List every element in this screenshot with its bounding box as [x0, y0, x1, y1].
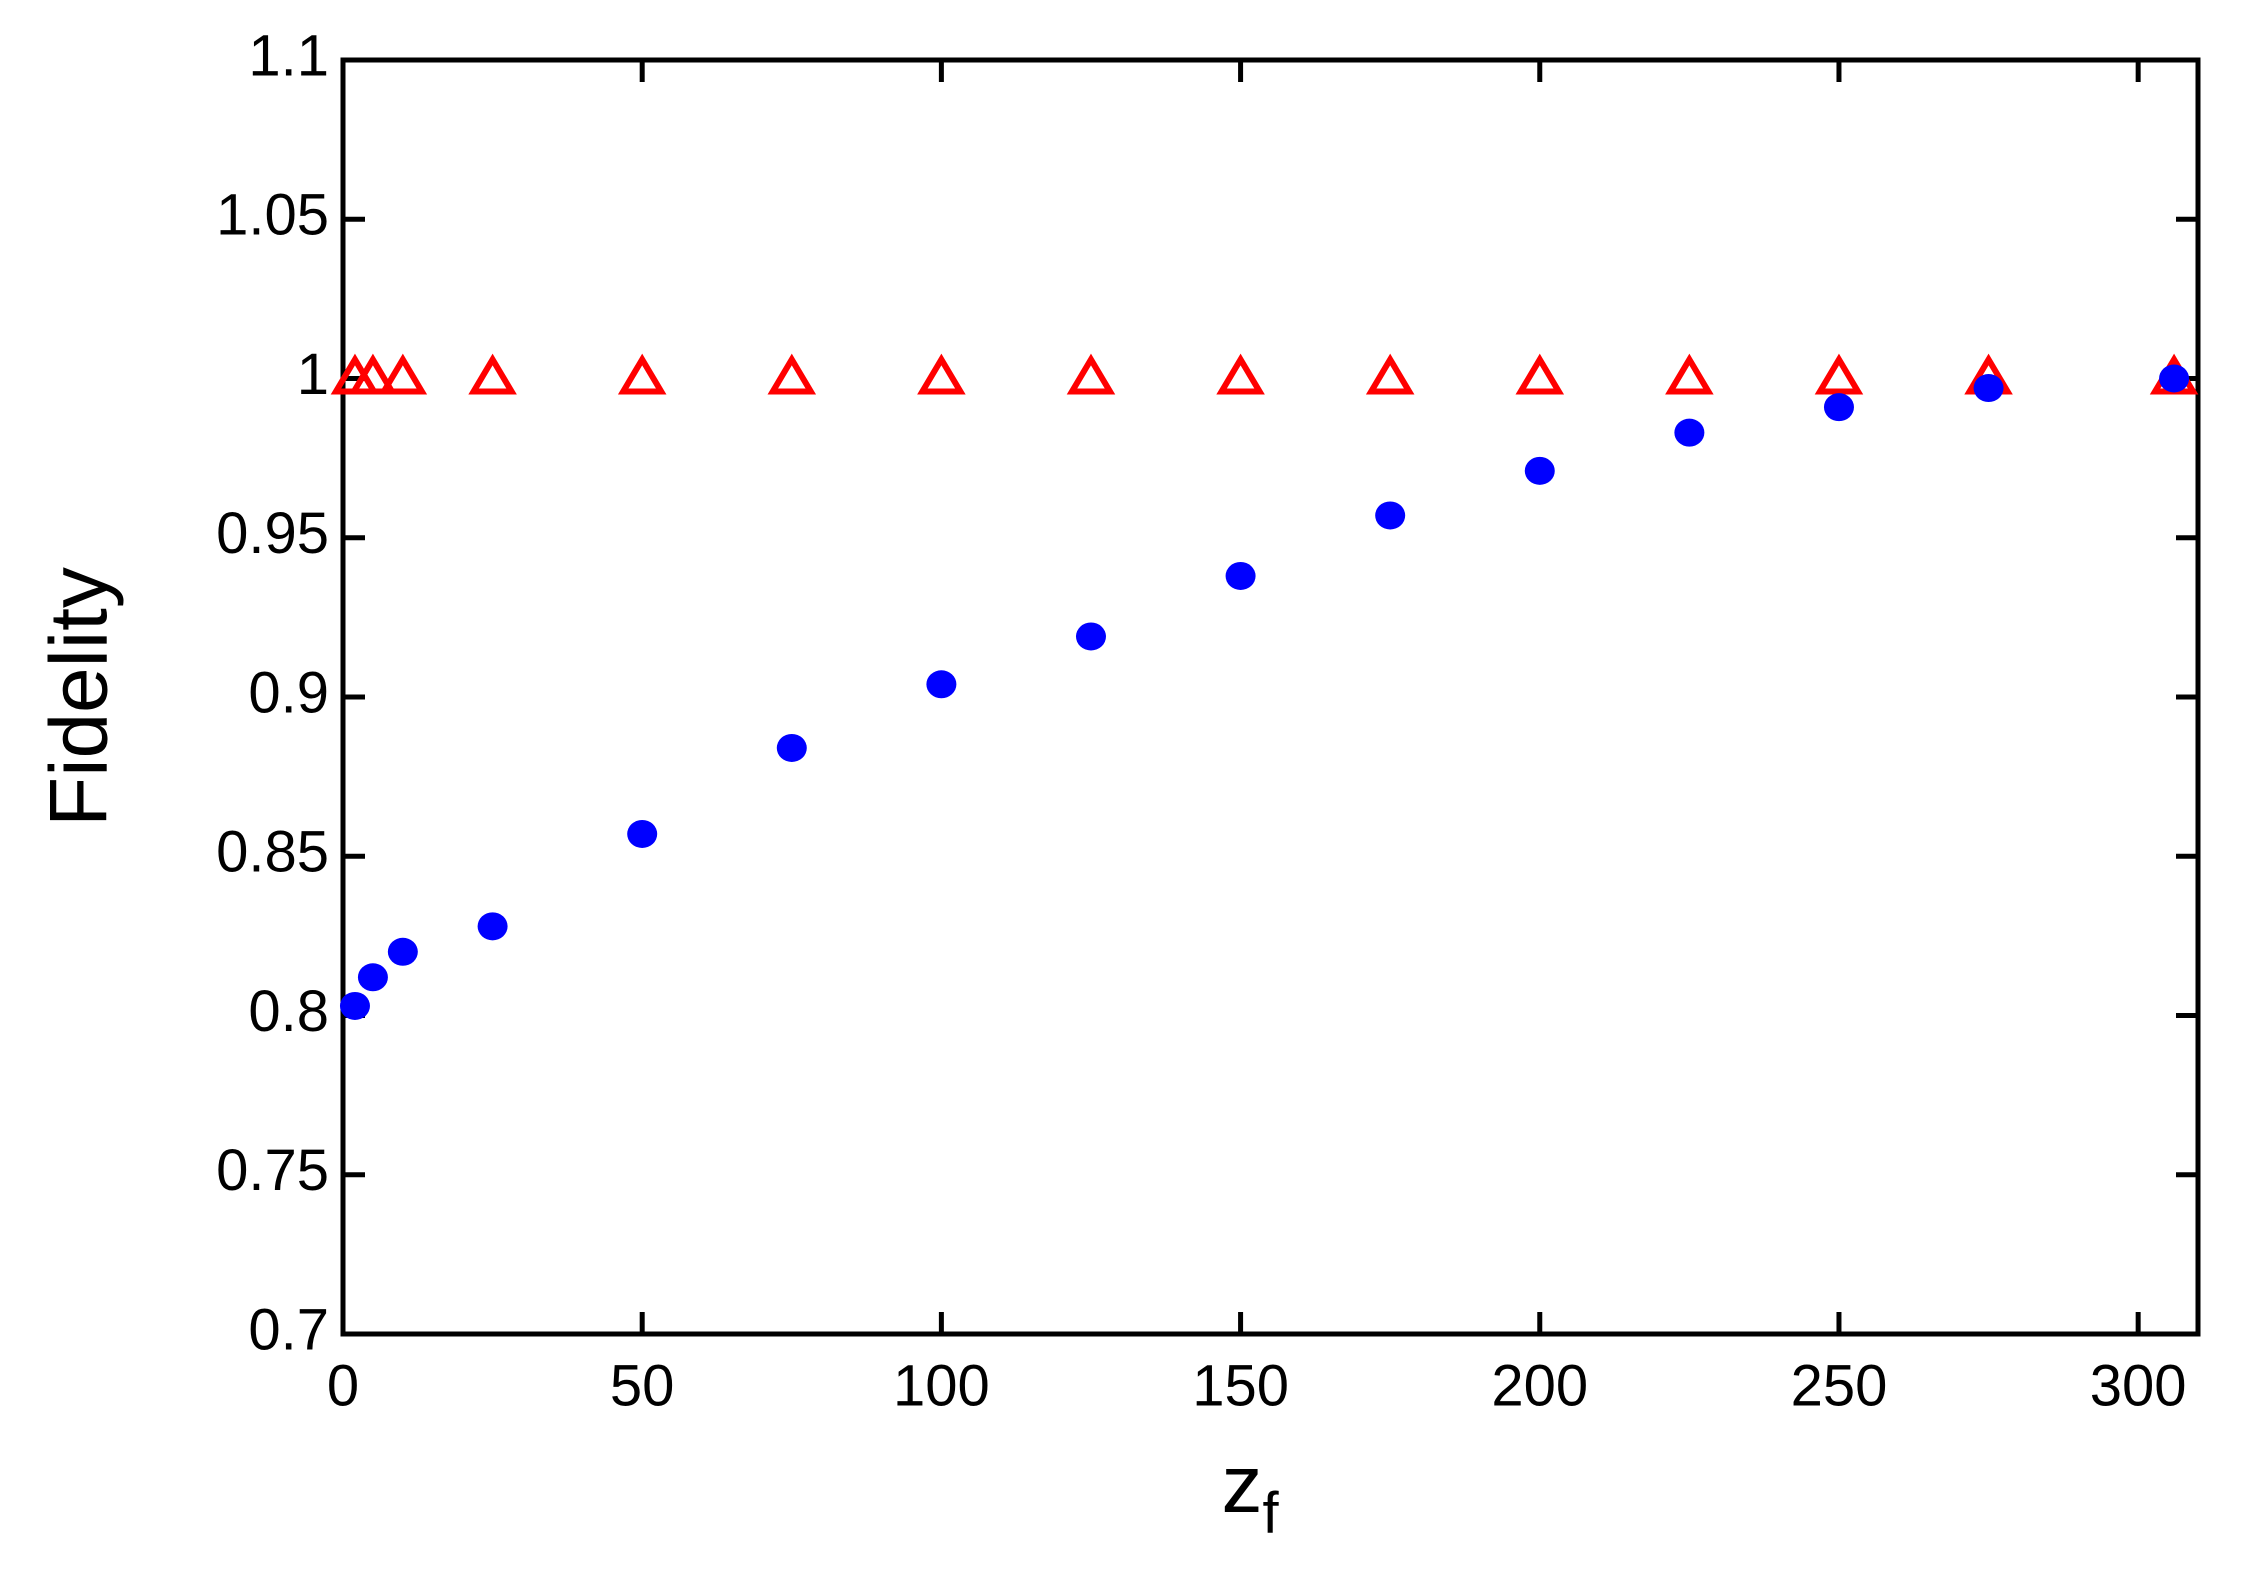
data-point: [767, 353, 817, 395]
y-tick-label: 1.1: [248, 23, 329, 88]
data-point: [357, 963, 388, 992]
data-point: [378, 353, 428, 395]
y-axis-label: Fidelity: [34, 567, 125, 827]
y-tick-label: 0.9: [248, 660, 329, 725]
data-point: [917, 353, 966, 395]
x-tick-label: 300: [2090, 1353, 2187, 1418]
data-point: [1823, 393, 1854, 422]
data-point: [1216, 353, 1265, 395]
x-axis-label: zf: [1221, 1439, 1279, 1547]
y-tick-label: 0.7: [248, 1297, 329, 1362]
x-tick-label: 250: [1791, 1353, 1888, 1418]
y-tick-label: 0.8: [248, 979, 329, 1044]
x-tick-label: 100: [893, 1353, 990, 1418]
x-tick-label: 150: [1192, 1353, 1289, 1418]
data-point: [617, 353, 667, 395]
y-tick-label: 1.05: [216, 183, 329, 248]
data-point: [477, 912, 508, 941]
data-point: [1524, 456, 1555, 485]
data-point: [1066, 353, 1116, 395]
data-point: [348, 353, 398, 395]
x-tick-label: 200: [1491, 1353, 1588, 1418]
data-point: [387, 937, 418, 966]
data-point: [1225, 561, 1256, 590]
x-tick-label: 0: [327, 1353, 359, 1418]
data-point: [1075, 622, 1106, 651]
y-tick-label: 0.85: [216, 820, 329, 885]
x-tick-label: 50: [610, 1353, 675, 1418]
data-point: [339, 991, 370, 1020]
data-point: [776, 733, 807, 762]
data-point: [1674, 418, 1705, 447]
x-label-subscript: f: [1262, 1481, 1279, 1546]
data-point: [1973, 374, 2004, 403]
x-label-main: z: [1221, 1439, 1262, 1530]
data-point: [468, 353, 517, 395]
data-point: [1814, 353, 1864, 395]
data-point: [2159, 364, 2190, 393]
y-tick-label: 0.75: [216, 1138, 329, 1203]
y-tick-label: 1: [297, 342, 329, 407]
data-point: [627, 819, 658, 848]
data-point: [1375, 501, 1406, 530]
data-point: [1515, 353, 1565, 395]
plot-frame: [340, 57, 2201, 1337]
data-point: [926, 670, 957, 699]
data-point: [1665, 353, 1714, 395]
y-tick-label: 0.95: [216, 501, 329, 566]
data-point: [1365, 353, 1415, 395]
